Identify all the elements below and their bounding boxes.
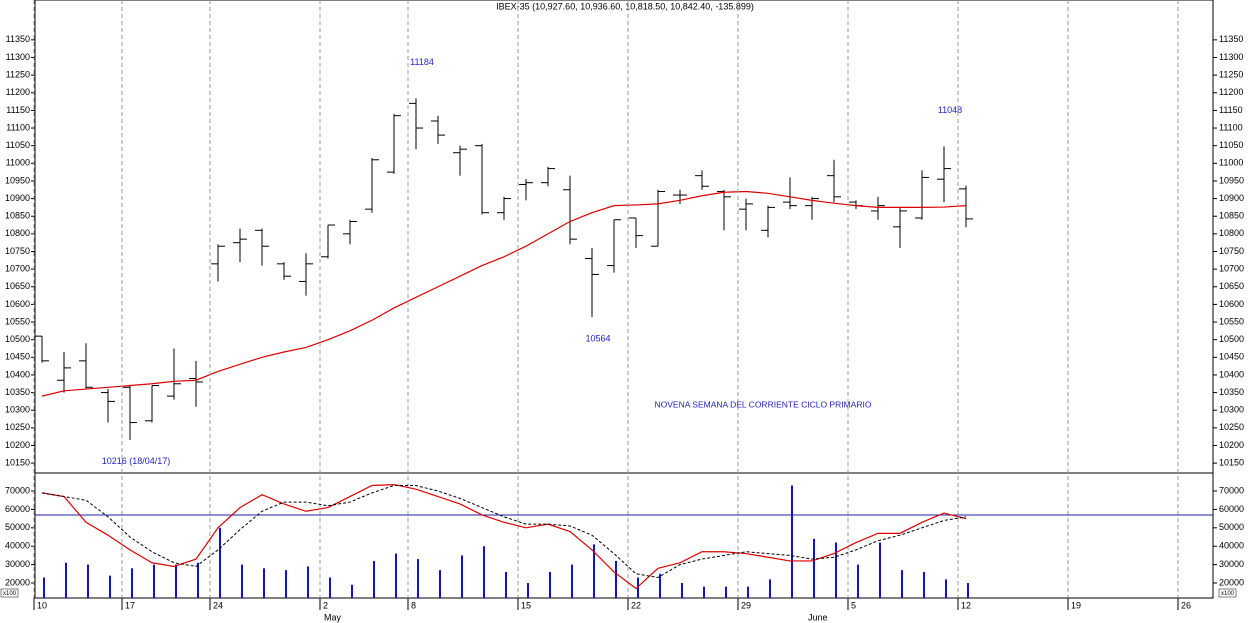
unit-label: x100 <box>3 591 17 597</box>
y-tick-label: 11200 <box>1219 87 1243 97</box>
y-tick-label: 10850 <box>1219 211 1244 221</box>
y-tick-label: 60000 <box>1219 504 1244 514</box>
y-tick-label: 10250 <box>1219 422 1244 432</box>
y-tick-label: 10950 <box>1219 175 1244 185</box>
x-tick-label: 26 <box>1181 600 1191 610</box>
y-tick-label: 10450 <box>5 352 30 362</box>
y-tick-label: 11250 <box>1219 70 1243 80</box>
x-tick-label: 2 <box>323 600 328 610</box>
y-tick-label: 10150 <box>1219 457 1244 467</box>
unit-label: x100 <box>1221 591 1235 597</box>
x-tick-label: 19 <box>1071 600 1081 610</box>
y-tick-label: 11050 <box>1219 140 1243 150</box>
y-tick-label: 10450 <box>1219 352 1244 362</box>
oscillator-line <box>41 483 967 590</box>
y-tick-label: 11000 <box>1219 158 1243 168</box>
unit-box <box>1218 588 1237 598</box>
x-tick-label: 17 <box>125 600 135 610</box>
y-tick-label: 10600 <box>1219 299 1244 309</box>
y-tick-label: 10550 <box>5 316 30 326</box>
y-tick-label: 11300 <box>6 52 30 62</box>
y-tick-label: 10250 <box>5 422 30 432</box>
y-tick-label: 10900 <box>1219 193 1244 203</box>
y-tick-label: 10400 <box>1219 369 1244 379</box>
y-tick-label: 20000 <box>1219 577 1244 587</box>
y-tick-label: 10800 <box>5 228 30 238</box>
y-tick-label: 50000 <box>5 522 30 532</box>
y-tick-label: 11300 <box>1219 52 1243 62</box>
x-tick-label: 15 <box>521 600 531 610</box>
y-tick-label: 11150 <box>1219 105 1243 115</box>
unit-box <box>0 588 19 598</box>
x-tick-label: 12 <box>961 600 971 610</box>
y-tick-label: 10750 <box>1219 246 1244 256</box>
y-tick-label: 70000 <box>5 485 30 495</box>
moving-average <box>41 190 967 397</box>
y-tick-label: 70000 <box>1219 485 1244 495</box>
x-tick-label: 8 <box>411 600 416 610</box>
y-tick-label: 10650 <box>5 281 30 291</box>
y-tick-label: 11000 <box>6 158 30 168</box>
y-tick-label: 10800 <box>1219 228 1244 238</box>
y-tick-label: 10150 <box>5 457 30 467</box>
y-tick-label: 11200 <box>6 87 30 97</box>
x-tick-label: 5 <box>851 600 856 610</box>
x-tick-label: 29 <box>741 600 751 610</box>
y-tick-label: 10400 <box>5 369 30 379</box>
y-tick-label: 10700 <box>1219 264 1244 274</box>
y-tick-label: 30000 <box>1219 559 1244 569</box>
annotation: 10564 <box>585 333 610 343</box>
annotation: 10216 (18/04/17) <box>102 456 171 466</box>
y-tick-label: 10350 <box>5 387 30 397</box>
y-tick-label: 10550 <box>1219 316 1244 326</box>
note: NOVENA SEMANA DEL CORRIENTE CICLO PRIMAR… <box>655 399 872 409</box>
y-tick-label: 10950 <box>5 175 30 185</box>
y-tick-label: 10600 <box>5 299 30 309</box>
x-tick-label: 24 <box>213 600 223 610</box>
y-tick-label: 11350 <box>6 34 30 44</box>
y-tick-label: 11250 <box>6 70 30 80</box>
annotation: 11048 <box>938 105 962 115</box>
y-tick-label: 10500 <box>5 334 30 344</box>
y-tick-label: 11100 <box>6 122 30 132</box>
y-tick-label: 11100 <box>1219 122 1243 132</box>
y-tick-label: 50000 <box>1219 522 1244 532</box>
y-tick-label: 10300 <box>5 405 30 415</box>
y-tick-label: 10850 <box>5 211 30 221</box>
x-tick-label: 22 <box>631 600 641 610</box>
y-tick-label: 11350 <box>1219 34 1243 44</box>
volume-frame <box>34 472 1214 599</box>
y-tick-label: 10750 <box>5 246 30 256</box>
y-tick-label: 11150 <box>6 105 30 115</box>
x-tick-label: 10 <box>37 600 47 610</box>
y-tick-label: 10200 <box>5 440 30 450</box>
y-tick-label: 10500 <box>1219 334 1244 344</box>
y-tick-label: 10350 <box>1219 387 1244 397</box>
y-tick-label: 10300 <box>1219 405 1244 415</box>
y-tick-label: 60000 <box>5 504 30 514</box>
annotation: 11184 <box>410 57 434 67</box>
y-tick-label: 40000 <box>5 541 30 551</box>
y-tick-label: 10650 <box>1219 281 1244 291</box>
month-label: June <box>808 612 828 622</box>
y-tick-label: 40000 <box>1219 541 1244 551</box>
y-tick-label: 10700 <box>5 264 30 274</box>
y-tick-label: 11050 <box>6 140 30 150</box>
y-tick-label: 20000 <box>5 577 30 587</box>
chart-title: IBEX-35 (10,927.60, 10,936.60, 10,818.50… <box>496 1 754 11</box>
signal-line <box>41 485 967 579</box>
month-label: May <box>324 612 342 622</box>
y-tick-label: 10200 <box>1219 440 1244 450</box>
y-tick-label: 30000 <box>5 559 30 569</box>
y-tick-label: 10900 <box>5 193 30 203</box>
